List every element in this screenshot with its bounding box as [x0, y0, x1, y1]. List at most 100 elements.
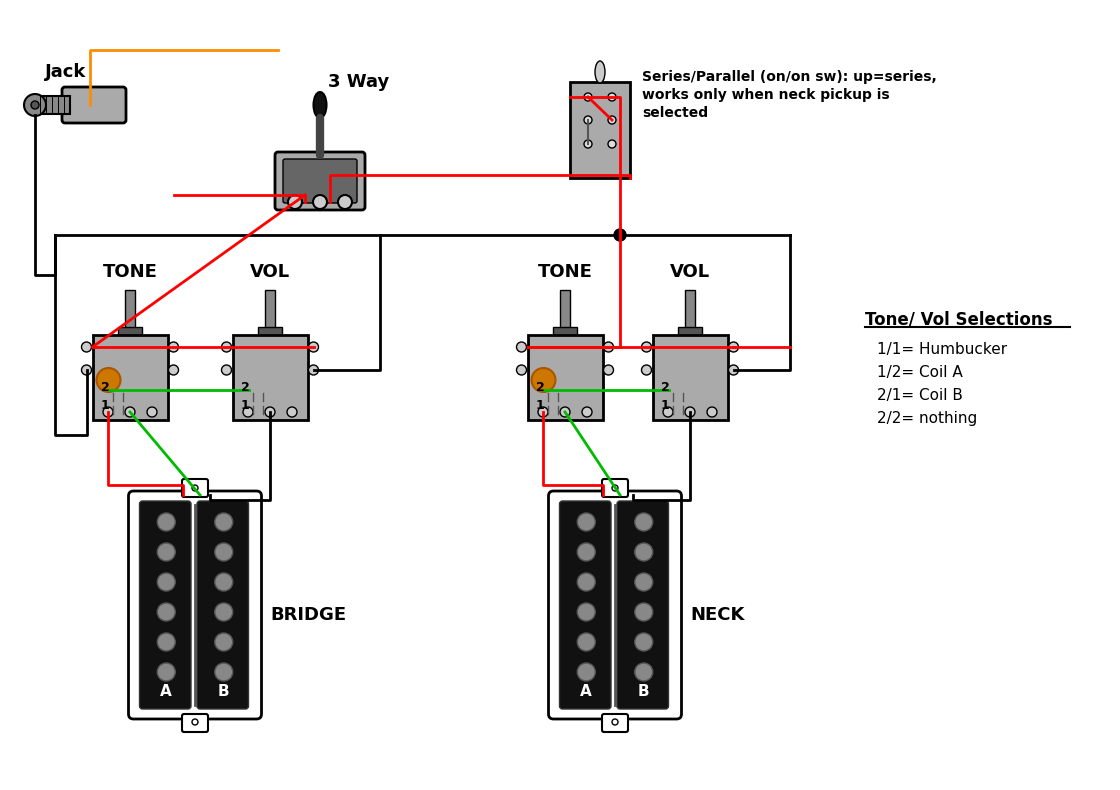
Text: 2: 2	[661, 381, 670, 393]
Text: 2: 2	[101, 381, 110, 393]
Circle shape	[215, 543, 233, 561]
Circle shape	[635, 573, 653, 591]
Text: Tone/ Vol Selections: Tone/ Vol Selections	[865, 310, 1053, 328]
Circle shape	[532, 368, 556, 392]
Circle shape	[516, 342, 526, 352]
Bar	[685, 290, 696, 330]
Text: Series/Parallel (on/on sw): up=series,: Series/Parallel (on/on sw): up=series,	[642, 70, 936, 84]
Circle shape	[82, 342, 92, 352]
Circle shape	[577, 603, 595, 621]
Circle shape	[243, 407, 253, 417]
Circle shape	[728, 365, 738, 375]
Text: B: B	[218, 684, 230, 699]
Circle shape	[192, 485, 198, 491]
Text: selected: selected	[642, 106, 708, 120]
FancyBboxPatch shape	[183, 714, 208, 732]
Circle shape	[635, 543, 653, 561]
Circle shape	[604, 342, 614, 352]
Circle shape	[538, 407, 548, 417]
Text: 2/1= Coil B: 2/1= Coil B	[877, 388, 963, 403]
Text: 1: 1	[101, 398, 110, 412]
Circle shape	[584, 116, 592, 124]
Circle shape	[614, 229, 626, 241]
Ellipse shape	[595, 61, 605, 83]
Circle shape	[338, 195, 352, 209]
Circle shape	[577, 573, 595, 591]
Circle shape	[635, 633, 653, 651]
Text: TONE: TONE	[103, 263, 158, 281]
Text: 2: 2	[241, 381, 250, 393]
Text: Jack: Jack	[45, 63, 86, 81]
Text: 1/2= Coil A: 1/2= Coil A	[877, 365, 963, 380]
Text: BRIDGE: BRIDGE	[271, 606, 346, 624]
Bar	[125, 290, 136, 330]
FancyBboxPatch shape	[62, 87, 127, 123]
FancyBboxPatch shape	[617, 501, 669, 709]
Text: VOL: VOL	[250, 263, 290, 281]
Circle shape	[582, 407, 592, 417]
Circle shape	[157, 543, 175, 561]
Circle shape	[157, 603, 175, 621]
Circle shape	[707, 407, 717, 417]
Bar	[560, 290, 570, 330]
Circle shape	[642, 365, 652, 375]
Circle shape	[215, 513, 233, 531]
Circle shape	[584, 140, 592, 148]
Text: A: A	[580, 684, 592, 699]
Circle shape	[157, 513, 175, 531]
Circle shape	[577, 513, 595, 531]
Circle shape	[222, 365, 232, 375]
Circle shape	[577, 633, 595, 651]
Circle shape	[635, 603, 653, 621]
Circle shape	[96, 368, 121, 392]
Text: works only when neck pickup is: works only when neck pickup is	[642, 88, 889, 102]
FancyBboxPatch shape	[603, 714, 628, 732]
Text: VOL: VOL	[670, 263, 710, 281]
Circle shape	[663, 407, 673, 417]
Circle shape	[288, 195, 302, 209]
Bar	[553, 327, 577, 337]
Bar	[258, 327, 282, 337]
Text: 1: 1	[241, 398, 250, 412]
Circle shape	[31, 101, 39, 109]
FancyBboxPatch shape	[560, 501, 612, 709]
Bar	[265, 290, 276, 330]
Circle shape	[192, 719, 198, 725]
Circle shape	[157, 633, 175, 651]
Circle shape	[103, 407, 113, 417]
Circle shape	[215, 633, 233, 651]
Circle shape	[168, 342, 178, 352]
Text: B: B	[638, 684, 650, 699]
FancyBboxPatch shape	[276, 152, 365, 210]
Circle shape	[157, 573, 175, 591]
Text: 3 Way: 3 Way	[328, 73, 390, 91]
Text: A: A	[160, 684, 172, 699]
Ellipse shape	[314, 92, 327, 118]
Circle shape	[287, 407, 297, 417]
FancyBboxPatch shape	[197, 501, 249, 709]
Circle shape	[685, 407, 696, 417]
Circle shape	[147, 407, 157, 417]
Circle shape	[612, 485, 618, 491]
Circle shape	[516, 365, 526, 375]
FancyBboxPatch shape	[140, 501, 192, 709]
Bar	[570, 82, 631, 178]
Circle shape	[82, 365, 92, 375]
Text: 2: 2	[535, 381, 544, 393]
Circle shape	[608, 116, 616, 124]
Circle shape	[222, 342, 232, 352]
Circle shape	[125, 407, 136, 417]
Text: 2/2= nothing: 2/2= nothing	[877, 411, 978, 426]
FancyBboxPatch shape	[183, 479, 208, 497]
Bar	[38, 96, 71, 114]
Circle shape	[168, 365, 178, 375]
Bar	[678, 327, 702, 337]
Circle shape	[215, 663, 233, 681]
Circle shape	[308, 342, 318, 352]
Circle shape	[215, 603, 233, 621]
Text: 1: 1	[661, 398, 670, 412]
Circle shape	[635, 513, 653, 531]
Circle shape	[612, 719, 618, 725]
Text: 1/1= Humbucker: 1/1= Humbucker	[877, 342, 1007, 357]
Bar	[528, 335, 603, 420]
